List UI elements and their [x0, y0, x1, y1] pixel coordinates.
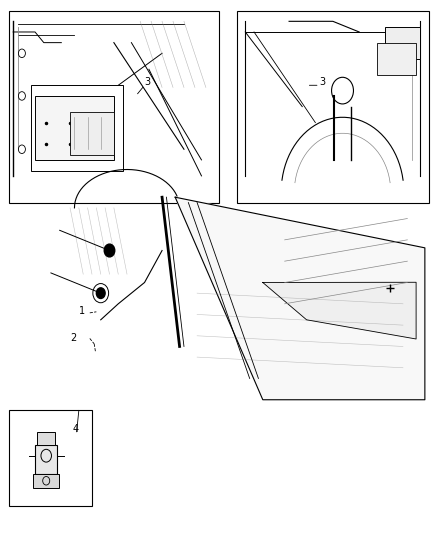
Bar: [377, 43, 416, 75]
Polygon shape: [175, 197, 425, 400]
Bar: [31, 85, 123, 171]
Bar: [9, 11, 219, 203]
Bar: [35, 96, 114, 160]
Bar: [385, 27, 420, 59]
Bar: [70, 112, 114, 155]
Bar: [38, 432, 55, 445]
Polygon shape: [263, 282, 416, 339]
Bar: [33, 474, 60, 488]
Text: 4: 4: [72, 424, 78, 434]
Text: 3: 3: [145, 77, 151, 87]
Bar: [9, 410, 92, 506]
Bar: [237, 11, 429, 203]
Text: 1: 1: [79, 306, 85, 317]
Bar: [35, 445, 57, 474]
Circle shape: [96, 288, 105, 298]
Circle shape: [104, 244, 115, 257]
Text: 3: 3: [320, 77, 326, 87]
Text: 2: 2: [70, 333, 76, 343]
